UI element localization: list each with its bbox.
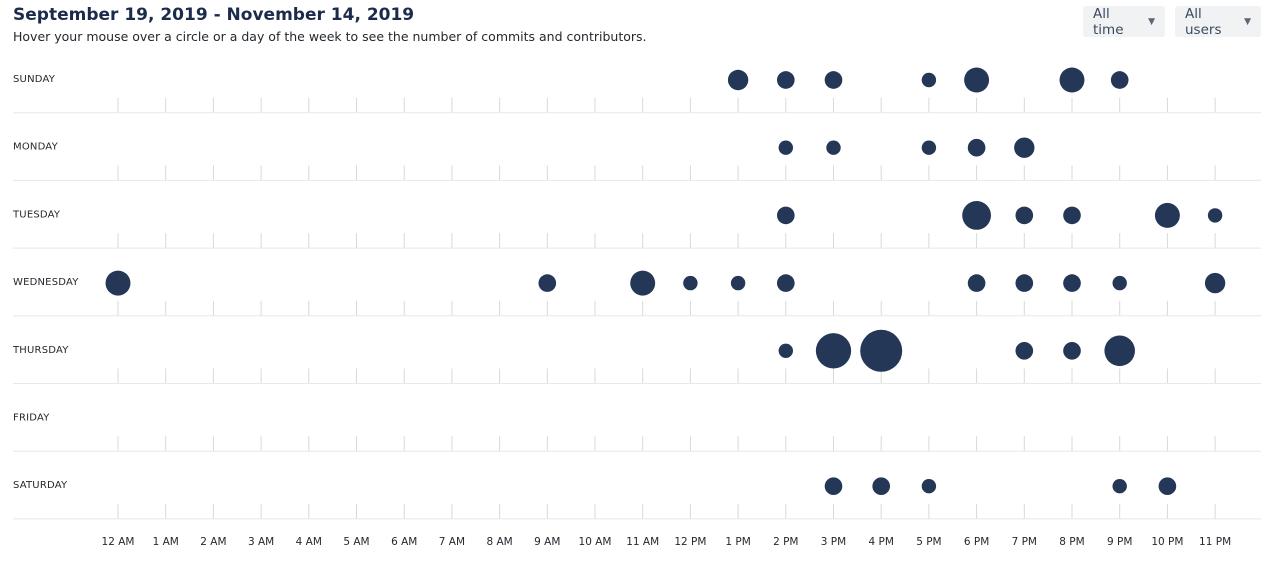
punch-bubble[interactable] [872,477,891,496]
hour-label: 3 PM [821,536,846,548]
punch-bubble[interactable] [1154,202,1180,228]
punch-bubble[interactable] [1015,206,1034,225]
punch-bubble[interactable] [778,343,793,358]
hour-label: 9 PM [1107,536,1132,548]
punch-bubble[interactable] [967,274,986,292]
day-label-tuesday[interactable]: TUESDAY [12,209,61,220]
punch-bubble[interactable] [1204,272,1226,294]
punch-bubble[interactable] [921,72,937,88]
hour-label: 9 AM [534,536,560,548]
punch-bubble[interactable] [630,270,656,296]
punch-bubble[interactable] [824,71,843,89]
punch-bubble[interactable] [824,477,843,496]
punch-bubble[interactable] [1014,137,1035,158]
punch-bubble[interactable] [1112,479,1127,494]
day-label-monday[interactable]: MONDAY [13,142,59,153]
users-label: All users [1185,5,1222,38]
hour-label: 5 AM [343,536,369,548]
punch-bubble[interactable] [1063,206,1081,225]
punch-bubble[interactable] [1158,477,1177,496]
hour-label: 4 PM [868,536,893,548]
day-label-thursday[interactable]: THURSDAY [12,345,69,356]
day-label-wednesday[interactable]: WEDNESDAY [13,277,79,288]
punch-bubble[interactable] [538,274,557,292]
punch-bubble[interactable] [1112,275,1127,291]
hour-label: 5 PM [916,536,941,548]
hour-label: 3 AM [248,536,274,548]
punch-bubble[interactable] [860,329,903,372]
punch-bubble[interactable] [921,479,937,494]
day-label-sunday[interactable]: SUNDAY [13,74,56,85]
hour-label: 4 AM [296,536,322,548]
time-range-label: All time [1093,5,1124,38]
chevron-down-icon: ▼ [1244,16,1251,27]
punch-bubble[interactable] [1207,208,1223,223]
hour-label: 7 AM [439,536,465,548]
page-subtitle: Hover your mouse over a circle or a day … [13,29,647,44]
hour-label: 11 PM [1199,536,1231,548]
punch-bubble[interactable] [730,275,746,291]
day-label-friday[interactable]: FRIDAY [13,413,50,424]
hour-label: 7 PM [1012,536,1037,548]
hour-label: 8 PM [1059,536,1084,548]
punch-bubble[interactable] [1104,335,1135,367]
punch-bubble[interactable] [964,67,990,93]
hour-label: 10 AM [579,536,612,548]
punch-bubble[interactable] [1015,274,1034,292]
punch-bubble[interactable] [921,140,937,155]
punch-bubble[interactable] [727,69,749,91]
users-dropdown[interactable]: All users ▼ [1175,5,1261,38]
hour-label: 11 AM [626,536,659,548]
punch-bubble[interactable] [776,71,795,89]
time-range-dropdown[interactable]: All time ▼ [1083,5,1165,38]
punch-bubble[interactable] [1063,341,1081,360]
punch-bubble[interactable] [683,275,698,291]
hour-label: 6 AM [391,536,417,548]
hour-label: 2 PM [773,536,798,548]
punch-bubble[interactable] [967,138,986,157]
punch-bubble[interactable] [815,333,852,369]
hour-label: 1 PM [725,536,750,548]
punch-bubble[interactable] [776,274,795,292]
hour-label: 1 AM [153,536,179,548]
day-label-saturday[interactable]: SATURDAY [13,480,68,491]
punch-bubble[interactable] [1059,67,1085,93]
page-title: September 19, 2019 - November 14, 2019 [13,5,415,25]
punch-bubble[interactable] [1110,71,1129,89]
punch-bubble[interactable] [776,206,795,225]
hour-label: 12 PM [674,536,706,548]
hour-label: 10 PM [1151,536,1183,548]
hour-label: 6 PM [964,536,989,548]
hour-label: 8 AM [486,536,512,548]
hour-label: 2 AM [200,536,226,548]
punch-bubble[interactable] [1063,274,1081,292]
hour-label: 12 AM [102,536,135,548]
punch-bubble[interactable] [1015,341,1034,360]
punch-bubble[interactable] [826,140,841,155]
punch-bubble[interactable] [962,200,992,230]
punch-bubble[interactable] [778,140,793,155]
punch-bubble[interactable] [105,270,131,296]
chevron-down-icon: ▼ [1148,16,1155,27]
